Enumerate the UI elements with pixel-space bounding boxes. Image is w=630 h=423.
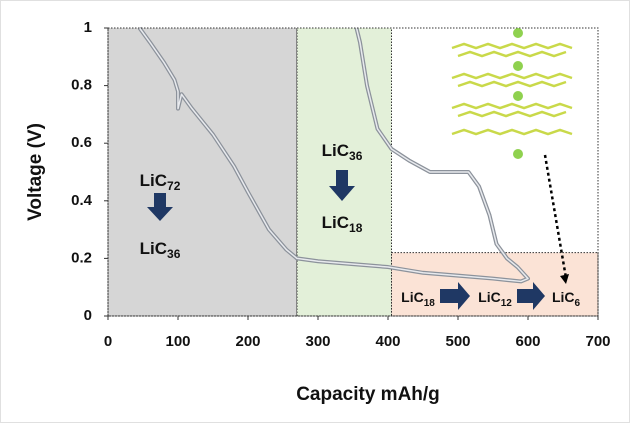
x-tick-label: 100	[165, 333, 190, 350]
annotation-text: LiC	[478, 289, 501, 305]
annotation-text: LiC	[322, 213, 349, 232]
atom	[513, 61, 523, 71]
annotation-sub: 6	[575, 298, 581, 309]
y-axis-label: Voltage (V)	[25, 123, 46, 221]
annotation-sub: 12	[501, 298, 513, 309]
annotation-sub: 18	[424, 298, 436, 309]
annotation-text: LiC	[552, 289, 575, 305]
region	[392, 253, 599, 316]
chart: 0 0.2 0.4 0.6 0.8 1 0 100 200 300 400 500 600 700 Cap…	[0, 0, 630, 423]
region	[108, 28, 297, 316]
annotation-text: LiC	[401, 289, 424, 305]
y-tick-label: 0.8	[71, 77, 92, 94]
x-axis-label: Capacity mAh/g	[296, 384, 440, 405]
x-tick-label: 400	[375, 333, 400, 350]
y-tick-label: 0.6	[71, 134, 92, 151]
y-tick-label: 0.2	[71, 249, 92, 266]
x-tick-label: 600	[515, 333, 540, 350]
y-tick-label: 0.4	[71, 192, 93, 209]
x-tick-label: 200	[235, 333, 260, 350]
atom	[513, 149, 523, 159]
y-tick-label: 0	[84, 307, 92, 324]
annotation-sub: 72	[167, 179, 181, 193]
annotation-text: LiC	[322, 141, 349, 160]
annotation-sub: 36	[167, 247, 181, 261]
atom	[513, 28, 523, 38]
x-tick-label: 700	[585, 333, 610, 350]
x-tick-label: 0	[104, 333, 112, 350]
annotation-sub: 18	[349, 221, 363, 235]
x-tick-label: 300	[305, 333, 330, 350]
annotation-sub: 36	[349, 149, 363, 163]
y-tick-label: 1	[84, 19, 92, 36]
atom	[513, 91, 523, 101]
annotation-text: LiC	[140, 239, 167, 258]
annotation-text: LiC	[140, 171, 167, 190]
x-tick-label: 500	[445, 333, 470, 350]
